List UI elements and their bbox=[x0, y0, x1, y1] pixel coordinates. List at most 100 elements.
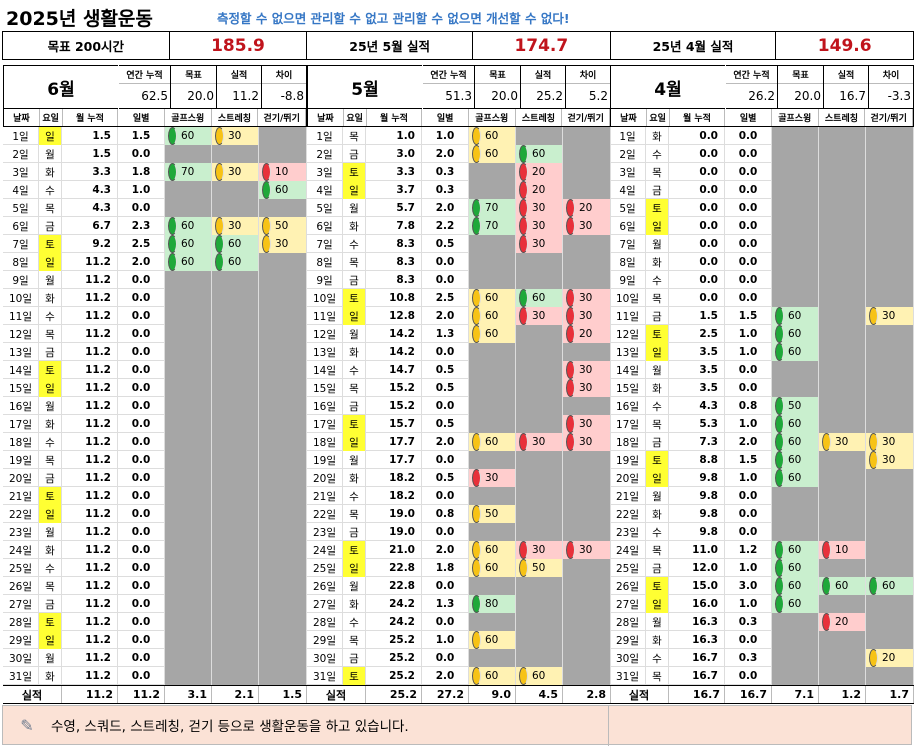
golf-cell bbox=[469, 523, 516, 541]
may-label: 25년 5월 실적 bbox=[307, 32, 473, 59]
table-row: 20일 금 11.2 0.0 bbox=[3, 469, 307, 487]
golf-minutes: 80 bbox=[485, 598, 499, 610]
day-date: 12일 bbox=[610, 325, 646, 343]
daily-total: 0.3 bbox=[422, 181, 469, 199]
day-date: 25일 bbox=[3, 559, 39, 577]
golf-minutes: 60 bbox=[485, 328, 499, 340]
month-cumulative: 10.8 bbox=[366, 289, 422, 307]
golf-minutes: 60 bbox=[181, 130, 195, 142]
stretch-cell bbox=[819, 469, 866, 487]
walk-cell bbox=[866, 289, 914, 307]
golf-cell: 70 bbox=[469, 217, 516, 235]
golf-minutes: 70 bbox=[485, 202, 499, 214]
stretch-cell bbox=[212, 181, 259, 199]
day-date: 21일 bbox=[610, 487, 646, 505]
golf-cell bbox=[165, 487, 212, 505]
status-dot-icon bbox=[472, 217, 481, 235]
day-date: 17일 bbox=[307, 415, 343, 433]
golf-minutes: 50 bbox=[788, 400, 802, 412]
stretch-cell bbox=[819, 181, 866, 199]
table-row: 25일 금 12.0 1.0 60 bbox=[610, 559, 914, 577]
daily-total: 0.0 bbox=[725, 667, 772, 685]
status-dot-icon bbox=[472, 631, 481, 649]
table-row: 6일 금 6.7 2.3 60 30 50 bbox=[3, 217, 307, 235]
day-date: 3일 bbox=[307, 163, 343, 181]
stretch-cell bbox=[516, 361, 563, 379]
table-row: 4일 금 0.0 0.0 bbox=[610, 181, 914, 199]
table-row: 24일 목 11.0 1.2 60 10 bbox=[610, 541, 914, 559]
golf-minutes: 60 bbox=[485, 292, 499, 304]
month-cumulative: 16.0 bbox=[669, 595, 725, 613]
day-of-week: 목 bbox=[646, 541, 669, 559]
table-row: 5일 토 0.0 0.0 bbox=[610, 199, 914, 217]
golf-cell bbox=[165, 307, 212, 325]
day-date: 17일 bbox=[610, 415, 646, 433]
walk-minutes: 30 bbox=[579, 418, 593, 430]
golf-cell: 60 bbox=[772, 307, 819, 325]
stat-value: 11.2 bbox=[232, 89, 259, 103]
table-row: 9일 월 11.2 0.0 bbox=[3, 271, 307, 289]
golf-cell: 60 bbox=[772, 325, 819, 343]
stretch-cell: 10 bbox=[819, 541, 866, 559]
daily-total: 2.0 bbox=[118, 253, 165, 271]
day-date: 12일 bbox=[307, 325, 343, 343]
stretch-cell bbox=[212, 523, 259, 541]
total-golf: 7.1 bbox=[772, 686, 819, 703]
walk-minutes: 20 bbox=[882, 652, 896, 664]
table-row: 18일 일 17.7 2.0 60 30 30 bbox=[307, 433, 611, 451]
golf-cell bbox=[772, 505, 819, 523]
day-date: 8일 bbox=[3, 253, 39, 271]
day-of-week: 일 bbox=[646, 595, 669, 613]
stretch-cell: 60 bbox=[819, 577, 866, 595]
day-date: 4일 bbox=[307, 181, 343, 199]
day-date: 5일 bbox=[3, 199, 39, 217]
day-rows: 1일 화 0.0 0.0 2일 수 0.0 0.0 3일 목 0.0 0.0 4일 금 0.0 0.0 5일 토 0… bbox=[610, 127, 914, 685]
table-row: 7일 토 9.2 2.5 60 60 30 bbox=[3, 235, 307, 253]
table-row: 1일 일 1.5 1.5 60 30 bbox=[3, 127, 307, 145]
walk-cell bbox=[866, 253, 914, 271]
walk-cell bbox=[259, 667, 307, 685]
golf-cell bbox=[165, 451, 212, 469]
walk-cell bbox=[866, 181, 914, 199]
day-of-week: 월 bbox=[343, 199, 366, 217]
total-stretch: 2.1 bbox=[212, 686, 259, 703]
status-dot-icon bbox=[262, 181, 271, 199]
walk-cell: 30 bbox=[563, 217, 611, 235]
walk-cell bbox=[259, 541, 307, 559]
walk-cell bbox=[866, 271, 914, 289]
month-cumulative: 11.2 bbox=[62, 649, 118, 667]
month-cumulative: 15.2 bbox=[366, 397, 422, 415]
day-date: 30일 bbox=[307, 649, 343, 667]
total-walk: 2.8 bbox=[563, 686, 611, 703]
day-date: 20일 bbox=[307, 469, 343, 487]
daily-total: 0.0 bbox=[422, 271, 469, 289]
month-cumulative: 11.2 bbox=[62, 487, 118, 505]
total-stretch: 1.2 bbox=[819, 686, 866, 703]
stat-label: 목표 bbox=[475, 66, 520, 84]
table-row: 17일 토 15.7 0.5 30 bbox=[307, 415, 611, 433]
stretch-cell: 30 bbox=[212, 127, 259, 145]
status-dot-icon bbox=[215, 217, 224, 235]
walk-cell bbox=[259, 469, 307, 487]
stretch-cell: 30 bbox=[516, 235, 563, 253]
golf-cell bbox=[772, 199, 819, 217]
walk-cell bbox=[866, 145, 914, 163]
walk-minutes: 10 bbox=[275, 166, 289, 178]
table-row: 28일 월 16.3 0.3 20 bbox=[610, 613, 914, 631]
walk-cell bbox=[563, 613, 611, 631]
total-golf: 9.0 bbox=[469, 686, 516, 703]
daily-total: 1.8 bbox=[422, 559, 469, 577]
walk-cell bbox=[866, 667, 914, 685]
stat-value: 16.7 bbox=[839, 89, 866, 103]
day-date: 29일 bbox=[3, 631, 39, 649]
day-of-week: 화 bbox=[646, 379, 669, 397]
stretch-cell bbox=[212, 433, 259, 451]
column-header-date: 날짜 bbox=[4, 109, 40, 126]
daily-total: 0.0 bbox=[118, 145, 165, 163]
walk-cell: 10 bbox=[259, 163, 307, 181]
stretch-cell bbox=[516, 127, 563, 145]
stretch-cell bbox=[819, 595, 866, 613]
walk-cell bbox=[259, 559, 307, 577]
month-cumulative: 3.5 bbox=[669, 379, 725, 397]
column-header-dow: 요일 bbox=[40, 109, 63, 126]
